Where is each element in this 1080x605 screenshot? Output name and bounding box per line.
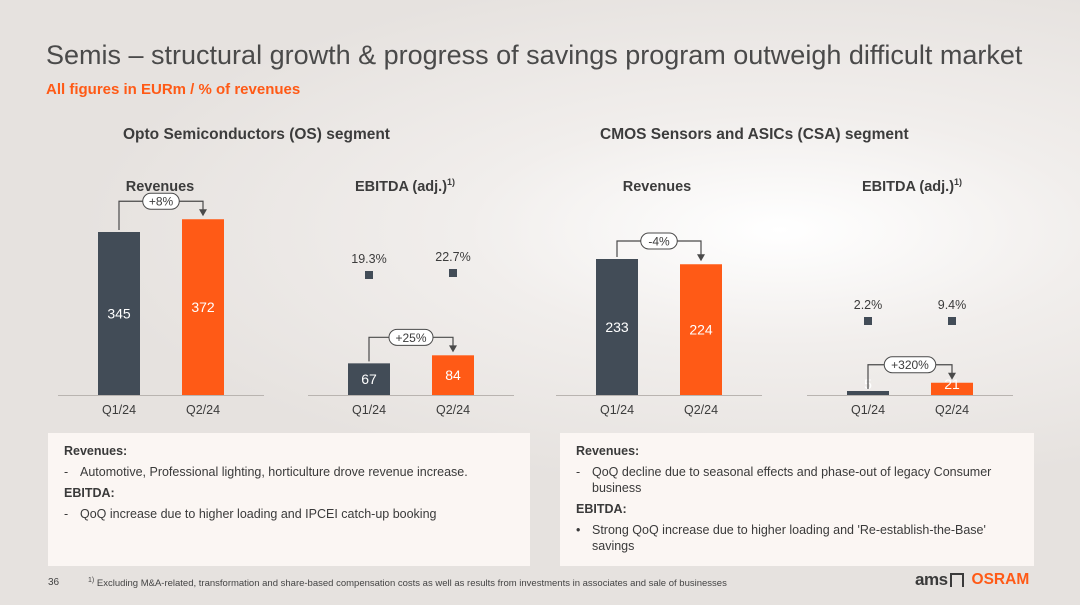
- bar: [596, 259, 638, 395]
- bullet-marker: •: [576, 523, 581, 537]
- footnote: 1) Excluding M&A-related, transformation…: [88, 577, 727, 589]
- bar-value-label: 84: [445, 367, 461, 383]
- chart-title-footnote-marker: 1): [447, 177, 455, 187]
- bullet-marker: -: [64, 465, 69, 479]
- page-number: 36: [48, 577, 60, 588]
- category-label: Q2/24: [186, 403, 220, 417]
- chart-title-footnote-marker: 1): [954, 177, 962, 187]
- change-pill: [640, 232, 678, 250]
- chart-title: EBITDA (adj.)1): [355, 177, 455, 195]
- chart-title: Revenues: [126, 179, 195, 195]
- footnote-marker: 1): [88, 577, 95, 584]
- bar: [348, 363, 390, 395]
- change-arrow-icon: [449, 345, 457, 353]
- bar-value-label: 21: [944, 376, 960, 392]
- bar: [432, 355, 474, 395]
- category-label: Q2/24: [436, 403, 470, 417]
- margin-marker: [948, 317, 956, 325]
- category-label: Q1/24: [851, 403, 885, 417]
- margin-label: 19.3%: [351, 252, 386, 266]
- footnote-text: Excluding M&A-related, transformation an…: [96, 578, 727, 590]
- page-title: Semis – structural growth & progress of …: [46, 40, 1023, 70]
- bar: [98, 232, 140, 395]
- segment-title-os: Opto Semiconductors (OS) segment: [123, 126, 390, 143]
- logo-ams-mark-icon: [949, 573, 964, 587]
- company-logo: ams OSRAM: [915, 570, 1029, 590]
- category-label: Q1/24: [600, 403, 634, 417]
- chart-title: EBITDA (adj.)1): [862, 177, 962, 195]
- bar: [680, 264, 722, 395]
- bar: [931, 382, 973, 395]
- box-bullet: Automotive, Professional lighting, horti…: [80, 465, 468, 479]
- change-arrow-icon: [948, 372, 956, 380]
- bar-value-label: 224: [689, 322, 713, 338]
- logo-osram: OSRAM: [971, 571, 1030, 588]
- bar: [847, 391, 889, 395]
- box-heading: Revenues:: [576, 444, 640, 458]
- bar-value-label: 67: [361, 371, 377, 387]
- change-pill: [142, 192, 180, 210]
- box-heading: EBITDA:: [64, 486, 115, 500]
- category-label: Q2/24: [935, 403, 969, 417]
- margin-marker: [864, 317, 872, 325]
- change-label: +8%: [149, 195, 174, 209]
- commentary-box-csa: Revenues: - QoQ decline due to seasonal e…: [560, 433, 1034, 566]
- change-label: +25%: [395, 331, 426, 345]
- box-bullet: Strong QoQ increase due to higher loadin…: [592, 523, 986, 553]
- page-subtitle: All figures in EURm / % of revenues: [46, 81, 301, 98]
- chart-title: Revenues: [623, 179, 692, 195]
- logo-ams: ams: [915, 570, 948, 589]
- margin-label: 9.4%: [938, 298, 967, 312]
- change-label: -4%: [648, 235, 670, 249]
- category-label: Q1/24: [102, 403, 136, 417]
- category-label: Q2/24: [684, 403, 718, 417]
- margin-label: 22.7%: [435, 250, 470, 264]
- bar-value-label: 372: [191, 299, 215, 315]
- change-arrow-icon: [199, 209, 207, 217]
- box-heading: Revenues:: [64, 444, 128, 458]
- bar-value-label: 233: [605, 319, 629, 335]
- charts-canvas: Revenues 345 Q1/24 372 Q2/24 +8% EBITDA (adj.)…: [58, 177, 1013, 417]
- change-label: +320%: [891, 358, 929, 372]
- change-pill: [883, 356, 937, 374]
- margin-marker: [365, 271, 373, 279]
- bar-value-label: 345: [107, 306, 131, 322]
- change-pill: [388, 328, 434, 346]
- bar: [182, 219, 224, 395]
- bullet-marker: -: [576, 465, 581, 479]
- category-label: Q1/24: [352, 403, 386, 417]
- margin-marker: [449, 269, 457, 277]
- box-bullet: QoQ decline due to seasonal effects and …: [592, 465, 992, 495]
- box-heading: EBITDA:: [576, 502, 627, 516]
- bullet-marker: -: [64, 507, 69, 521]
- margin-label: 2.2%: [854, 298, 883, 312]
- segment-title-csa: CMOS Sensors and ASICs (CSA) segment: [600, 126, 909, 143]
- change-arrow-icon: [697, 254, 705, 262]
- box-bullet: QoQ increase due to higher loading and I…: [80, 507, 437, 521]
- commentary-box-os: Revenues: - Automotive, Professional ligh…: [48, 433, 530, 566]
